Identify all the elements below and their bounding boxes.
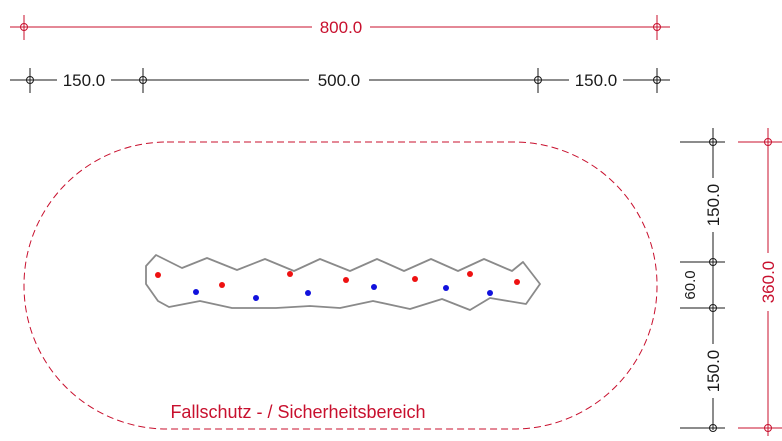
red-grip (467, 271, 473, 277)
left-segment-label-bg (57, 70, 111, 90)
overall-width-label-bg (312, 17, 370, 37)
body-depth-label: 60.0 (682, 270, 699, 299)
vertical-segment-dimension: 150.0 60.0 150.0 (680, 128, 725, 432)
vertical-node-1 (709, 138, 717, 146)
safety-zone-outline (23, 141, 658, 430)
left-segment-label: 150.0 (63, 71, 106, 90)
right-segment-label-bg (569, 70, 623, 90)
blue-grip (443, 285, 449, 291)
middle-segment-label: 500.0 (318, 71, 361, 90)
segment-node-3 (534, 76, 542, 84)
overall-height-node-top (764, 138, 772, 146)
segment-node-2 (139, 76, 147, 84)
segment-node-4 (653, 76, 661, 84)
overall-height-label-bg (758, 253, 778, 311)
right-segment-label: 150.0 (575, 71, 618, 90)
overall-width-dimension: 800.0 (10, 15, 670, 40)
overall-width-label: 800.0 (320, 18, 363, 37)
overall-height-label: 360.0 (759, 261, 778, 304)
overall-height-dimension: 360.0 (738, 128, 782, 436)
vertical-node-2 (709, 258, 717, 266)
red-grip (412, 276, 418, 282)
red-grip (343, 277, 349, 283)
red-grip (155, 272, 161, 278)
grip-points (155, 271, 520, 301)
safety-zone-label: Fallschutz - / Sicherheitsbereich (170, 402, 425, 422)
climbing-element-outline (145, 254, 541, 311)
blue-grip (193, 289, 199, 295)
red-grip (219, 282, 225, 288)
blue-grip (371, 284, 377, 290)
red-grip (514, 279, 520, 285)
overall-height-node-bottom (764, 424, 772, 432)
blue-grip (487, 290, 493, 296)
overall-width-node-left (20, 23, 28, 31)
middle-segment-label-bg (309, 70, 369, 90)
bottom-clearance-label-bg (703, 344, 723, 398)
red-grip (287, 271, 293, 277)
top-clearance-label: 150.0 (704, 184, 723, 227)
vertical-node-4 (709, 424, 717, 432)
top-clearance-label-bg (703, 178, 723, 232)
blue-grip (305, 290, 311, 296)
bottom-clearance-label: 150.0 (704, 350, 723, 393)
vertical-node-3 (709, 304, 717, 312)
overall-width-node-right (653, 23, 661, 31)
blue-grip (253, 295, 259, 301)
segment-width-dimension: 150.0 500.0 150.0 (10, 68, 670, 93)
segment-node-1 (26, 76, 34, 84)
